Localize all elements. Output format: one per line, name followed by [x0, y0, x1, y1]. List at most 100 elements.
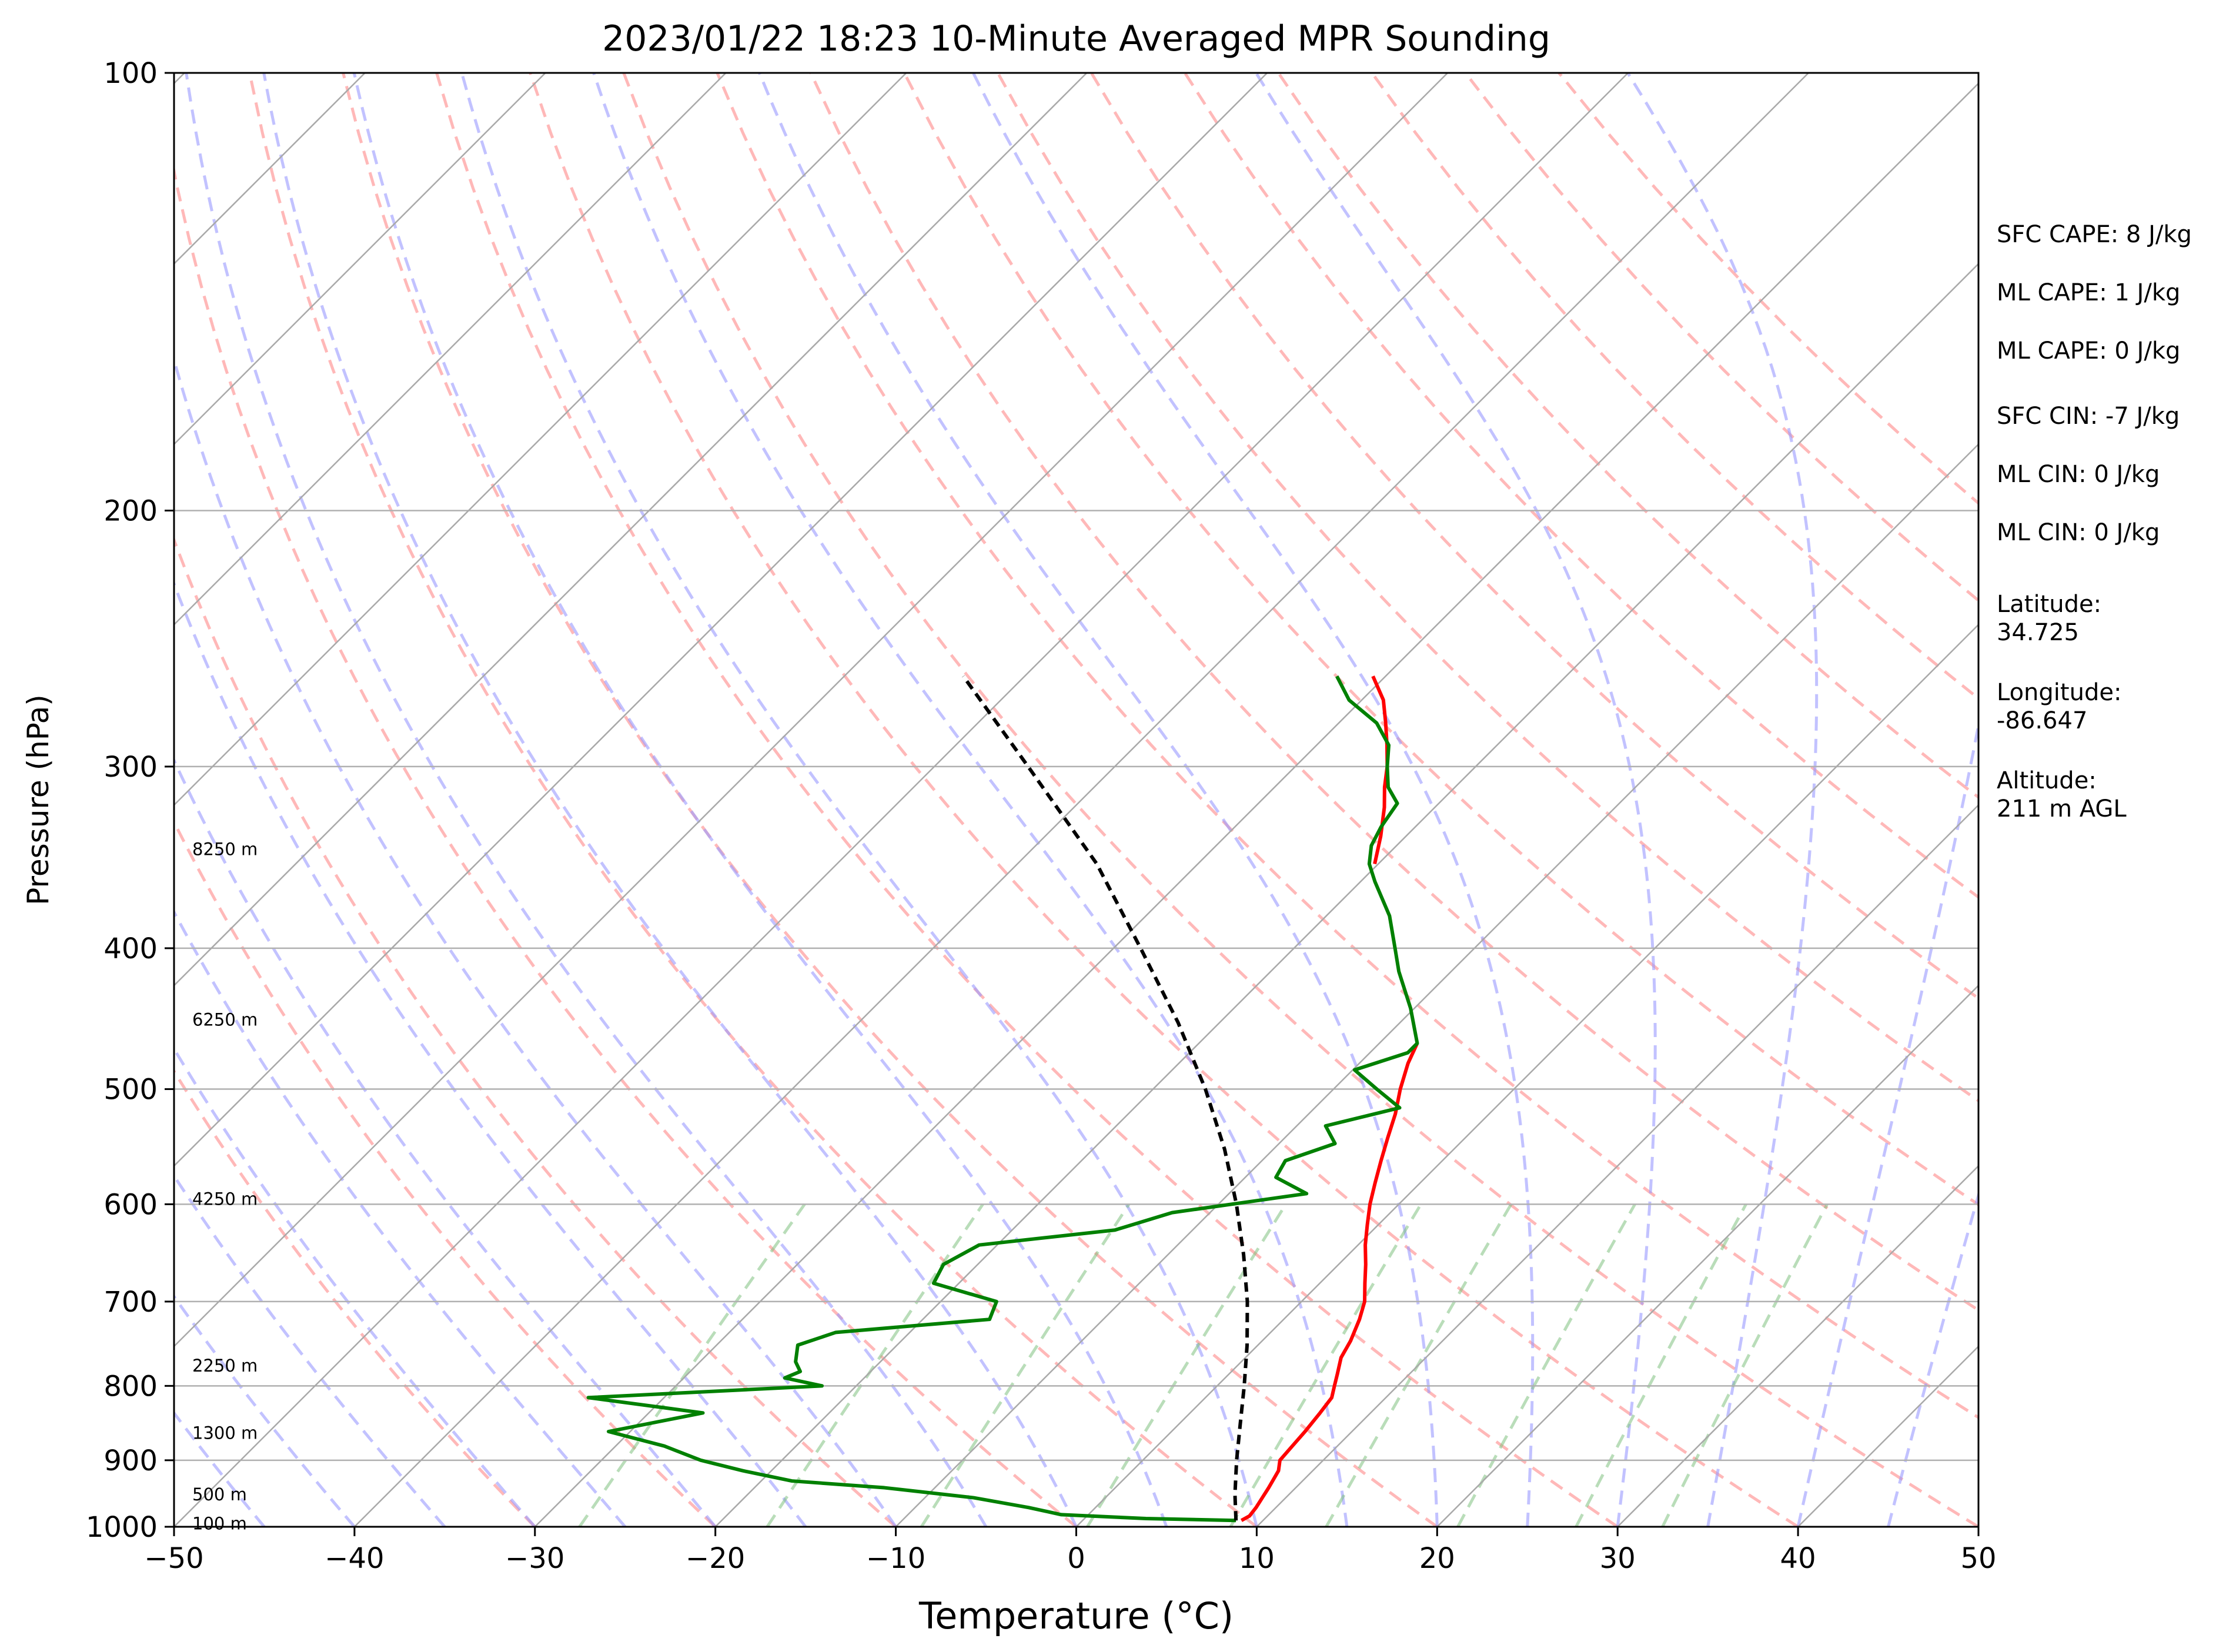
y-axis-label: Pressure (hPa) [21, 694, 55, 905]
x-tick-label: −10 [866, 1542, 925, 1575]
isobar-grid [174, 72, 1978, 1528]
stat-line: Longitude: [1997, 679, 2121, 706]
plot-frame [173, 72, 1980, 1528]
isotherm [174, 73, 1088, 987]
series-temperature-line [1240, 1042, 1419, 1522]
series-dewpoint-line [586, 675, 1419, 1523]
moist-adiabat [352, 73, 1168, 1527]
stats-panel: SFC CAPE: 8 J/kg ML CAPE: 1 J/kg ML CAPE: … [1997, 221, 2192, 822]
isotherm [1075, 623, 1978, 1527]
dry-adiabat [435, 73, 1619, 1527]
y-tick-label: 800 [103, 1370, 158, 1403]
height-label: 8250 m [192, 840, 258, 860]
moist-adiabat [174, 354, 897, 1527]
dry-adiabat [1184, 73, 1978, 899]
moist-adiabat [972, 73, 1535, 1527]
height-label: 100 m [192, 1514, 247, 1534]
mixing-ratio-line [1086, 1203, 1288, 1527]
isotherm [1617, 1165, 1978, 1527]
isotherm [174, 73, 907, 807]
moist-adiabat [1626, 73, 1819, 1527]
x-tick-label: −50 [144, 1542, 203, 1575]
stat-line: SFC CAPE: 8 J/kg [1997, 221, 2192, 248]
isotherm [714, 262, 1978, 1527]
x-tick-label: −20 [686, 1542, 745, 1575]
stat-entry: ML CAPE: 0 J/kg [1997, 337, 2180, 364]
isotherm [174, 73, 1268, 1167]
stat-line: Latitude: [1997, 591, 2101, 618]
y-tick-label: 400 [103, 932, 158, 965]
stat-line: ML CIN: 0 J/kg [1997, 461, 2160, 488]
stat-entry: ML CIN: 0 J/kg [1997, 519, 2160, 546]
mixing-ratio-line [1661, 1203, 1829, 1527]
y-tick-label: 600 [103, 1188, 158, 1221]
height-label: 500 m [192, 1484, 247, 1504]
isotherm-grid [0, 73, 1978, 1527]
stat-entry: Latitude: 34.725 [1997, 591, 2101, 646]
mixing-ratio-line [1575, 1203, 1747, 1527]
x-tick-label: 20 [1419, 1542, 1455, 1575]
x-tick-label: −40 [325, 1542, 384, 1575]
stat-line: 34.725 [1997, 619, 2079, 646]
x-axis-label: Temperature (°C) [918, 1594, 1234, 1637]
series-layer [586, 675, 1419, 1523]
stat-line: ML CAPE: 0 J/kg [1997, 337, 2180, 364]
height-labels: 100 m 500 m 1300 m 2250 m 4250 m 6250 m 8250 m [192, 840, 258, 1534]
x-tick-label: 10 [1239, 1542, 1275, 1575]
x-tick-label: 40 [1780, 1542, 1816, 1575]
stat-line: ML CIN: 0 J/kg [1997, 519, 2160, 546]
isotherm [0, 73, 4, 1527]
mixing-ratio-line [920, 1203, 1131, 1527]
dry-adiabat [1090, 73, 1978, 1001]
moist-adiabat [262, 73, 1078, 1527]
isotherm [895, 443, 1978, 1527]
isotherm [1436, 984, 1978, 1527]
y-tick-label: 500 [103, 1074, 158, 1106]
moist-adiabat [1255, 73, 1657, 1527]
stat-entry: SFC CAPE: 8 J/kg [1997, 221, 2192, 248]
moist-adiabat [174, 1173, 446, 1527]
y-tick-label: 100 [103, 57, 158, 90]
dry-adiabat [716, 73, 1978, 1420]
moist-adiabat [185, 73, 988, 1527]
stat-entry: Altitude: 211 m AGL [1997, 767, 2127, 822]
dry-adiabat [174, 818, 717, 1527]
dry-adiabat [622, 73, 1978, 1527]
dry-adiabat [248, 73, 1258, 1527]
height-label: 6250 m [192, 1010, 258, 1030]
stat-entry: ML CIN: 0 J/kg [1997, 461, 2160, 488]
stat-line: -86.647 [1997, 707, 2087, 734]
isotherm [1256, 804, 1978, 1527]
stat-line: SFC CIN: -7 J/kg [1997, 403, 2180, 430]
stat-entry: ML CAPE: 1 J/kg [1997, 279, 2180, 306]
height-label: 1300 m [192, 1423, 258, 1443]
y-tick-label: 700 [103, 1286, 158, 1319]
y-tick-label: 200 [103, 494, 158, 527]
isotherm [174, 73, 1629, 1527]
dry-adiabat [903, 73, 1978, 1207]
dry-adiabat [174, 163, 1078, 1527]
stat-entry: Longitude: -86.647 [1997, 679, 2121, 734]
isotherm [174, 73, 1448, 1347]
height-label: 4250 m [192, 1189, 258, 1209]
mixing-ratio-line [578, 1203, 806, 1527]
stat-line: ML CAPE: 1 J/kg [1997, 279, 2180, 306]
stat-entry: SFC CIN: -7 J/kg [1997, 403, 2180, 430]
dry-adiabat [174, 536, 897, 1527]
isotherm [174, 73, 546, 446]
moist-adiabat [174, 909, 627, 1527]
dry-adiabat [342, 73, 1438, 1527]
height-label: 2250 m [192, 1356, 258, 1376]
x-tick-label: 50 [1960, 1542, 1996, 1575]
y-tick-label: 300 [103, 751, 158, 784]
x-tick-label: 30 [1600, 1542, 1636, 1575]
moist-adiabat [460, 73, 1258, 1527]
dry-adiabat [1371, 73, 1978, 701]
isotherm [534, 82, 1978, 1527]
isotherm [354, 73, 1809, 1527]
x-tick-label: −30 [505, 1542, 564, 1575]
dry-adiabat [529, 73, 1799, 1527]
dry-adiabat [996, 73, 1978, 1103]
stat-line: Altitude: [1997, 767, 2097, 794]
